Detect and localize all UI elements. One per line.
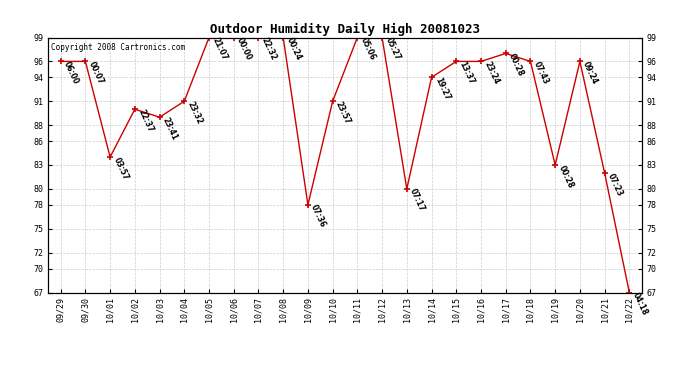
Text: 07:23: 07:23 [606,172,624,197]
Text: 06:00: 06:00 [62,60,81,86]
Text: 13:37: 13:37 [457,60,476,86]
Title: Outdoor Humidity Daily High 20081023: Outdoor Humidity Daily High 20081023 [210,23,480,36]
Text: 00:28: 00:28 [507,52,526,78]
Text: 22:37: 22:37 [136,108,155,134]
Text: 07:36: 07:36 [309,204,328,229]
Text: 03:57: 03:57 [112,156,130,181]
Text: 05:27: 05:27 [384,36,402,62]
Text: 23:57: 23:57 [334,100,353,126]
Text: Copyright 2008 Cartronics.com: Copyright 2008 Cartronics.com [51,43,186,52]
Text: 22:32: 22:32 [260,36,278,62]
Text: 07:17: 07:17 [408,188,426,213]
Text: 23:32: 23:32 [186,100,204,126]
Text: 00:24: 00:24 [284,36,303,62]
Text: 00:07: 00:07 [87,60,105,86]
Text: 09:24: 09:24 [581,60,600,86]
Text: 04:18: 04:18 [631,291,649,317]
Text: 07:43: 07:43 [532,60,550,86]
Text: 05:06: 05:06 [359,36,377,62]
Text: 00:28: 00:28 [557,164,575,189]
Text: 00:00: 00:00 [235,36,253,62]
Text: 21:07: 21:07 [210,36,229,62]
Text: 19:27: 19:27 [433,76,451,102]
Text: 23:41: 23:41 [161,116,179,141]
Text: 23:24: 23:24 [482,60,501,86]
